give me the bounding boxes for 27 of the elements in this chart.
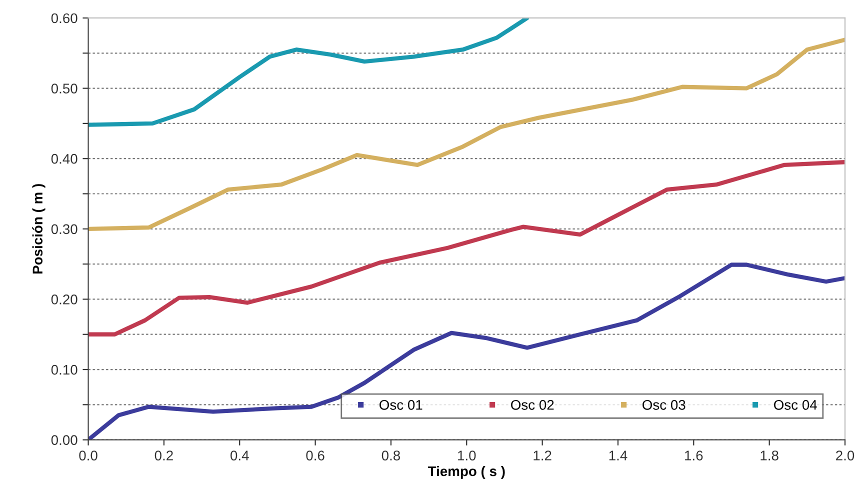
line-series bbox=[88, 38, 845, 231]
legend-label: Osc 04 bbox=[774, 400, 817, 410]
y-tick-label: 0.40 bbox=[51, 154, 78, 164]
legend-label: Osc 01 bbox=[380, 400, 422, 410]
y-tick-label: 0.30 bbox=[51, 224, 78, 234]
line-series bbox=[88, 18, 530, 127]
x-axis-title: Tiempo ( s ) bbox=[428, 466, 505, 479]
x-tick-label: 2.0 bbox=[836, 450, 854, 460]
y-tick-label: 0.20 bbox=[51, 294, 78, 304]
x-tick-label: 0.6 bbox=[306, 450, 324, 460]
x-tick-label: 1.8 bbox=[760, 450, 778, 460]
y-axis-title: Posición ( m ) bbox=[32, 184, 46, 274]
x-tick-label: 0.2 bbox=[154, 450, 173, 460]
x-tick-label: 1.2 bbox=[534, 450, 552, 460]
x-tick-label: 0.0 bbox=[79, 450, 98, 460]
x-tick-label: 0.4 bbox=[230, 450, 249, 460]
x-tick-label: 0.8 bbox=[382, 450, 400, 460]
legend-label: Osc 02 bbox=[511, 400, 554, 410]
x-tick-label: 1.0 bbox=[458, 450, 476, 460]
line-series bbox=[88, 160, 845, 336]
y-tick-label: 0.00 bbox=[51, 435, 78, 445]
legend-label: Osc 03 bbox=[642, 400, 686, 410]
y-tick-label: 0.50 bbox=[51, 84, 78, 94]
x-tick-label: 1.6 bbox=[685, 450, 703, 460]
x-tick-label: 1.4 bbox=[609, 450, 628, 460]
y-tick-label: 0.60 bbox=[51, 13, 78, 24]
y-tick-label: 0.10 bbox=[51, 364, 78, 375]
